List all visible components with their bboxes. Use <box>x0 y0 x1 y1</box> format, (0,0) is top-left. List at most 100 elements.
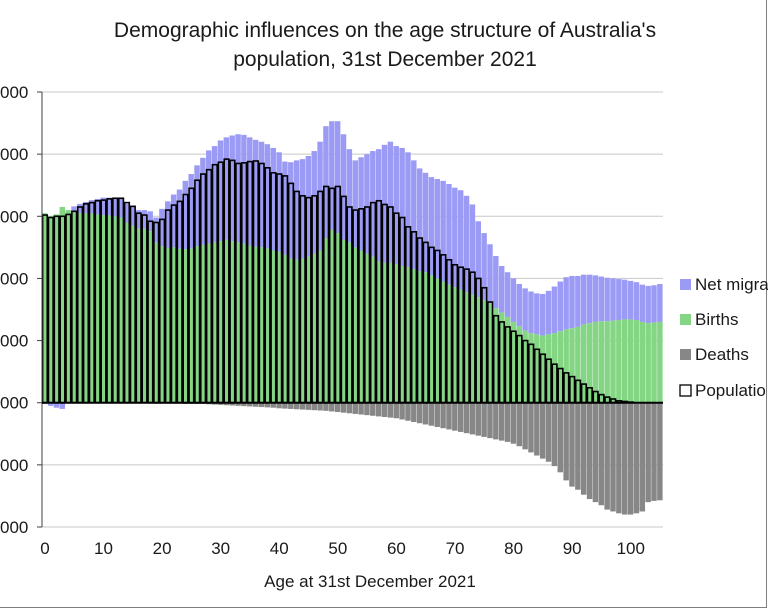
deaths-bar <box>452 402 458 431</box>
deaths-bars <box>42 402 663 515</box>
births-bar <box>229 241 235 403</box>
net-migration-bar <box>481 233 487 301</box>
net-migration-bar <box>405 152 411 268</box>
deaths-bar <box>311 402 317 411</box>
deaths-bar <box>598 402 605 506</box>
net-migration-bar <box>229 135 235 242</box>
births-bar <box>598 321 605 403</box>
legend-swatch <box>680 279 691 290</box>
births-bar <box>264 248 271 403</box>
net-migration-bar <box>176 189 183 249</box>
net-migration-bar <box>83 201 89 214</box>
net-migration-bar <box>206 150 212 244</box>
births-bar <box>475 297 481 403</box>
births-bar <box>317 250 323 403</box>
net-migration-bar <box>124 203 130 223</box>
births-bar <box>411 269 417 403</box>
deaths-bar <box>217 402 224 405</box>
deaths-bar <box>539 402 546 459</box>
net-migration-bar <box>165 201 171 248</box>
net-migration-bar <box>264 144 271 249</box>
net-migration-bar <box>235 134 241 243</box>
births-bar <box>516 326 522 403</box>
net-migration-bar <box>370 151 376 257</box>
net-migration-bar <box>211 146 218 243</box>
deaths-bar <box>639 402 646 512</box>
births-bar <box>428 275 435 403</box>
births-bar <box>71 212 77 403</box>
births-bar <box>124 222 130 403</box>
deaths-bar <box>475 402 481 436</box>
births-bar <box>340 239 347 403</box>
net-migration-bar <box>657 284 663 322</box>
net-migration-bar <box>493 256 499 309</box>
births-bar <box>346 242 353 403</box>
net-migration-bar <box>159 208 165 247</box>
births-bar <box>352 247 358 403</box>
net-migration-bar <box>422 172 429 273</box>
y-tick-label: 000 <box>0 456 28 475</box>
net-migration-bar <box>621 279 628 320</box>
births-bar <box>563 329 569 403</box>
net-migration-bar <box>59 402 66 409</box>
births-bar <box>293 259 300 403</box>
births-bar <box>498 312 505 403</box>
deaths-bar <box>364 402 370 416</box>
x-tick-label: 10 <box>94 539 113 558</box>
deaths-bar <box>241 402 247 407</box>
deaths-bar <box>387 402 394 418</box>
net-migration-bar <box>645 285 651 324</box>
deaths-bar <box>317 402 323 411</box>
births-bar <box>59 206 66 403</box>
net-migration-bar <box>182 180 189 250</box>
net-migration-bar <box>288 162 294 259</box>
births-bar <box>170 247 177 403</box>
deaths-bar <box>264 402 271 408</box>
deaths-bar <box>510 402 517 444</box>
net-migration-bar <box>334 121 341 234</box>
net-migration-bar <box>604 277 610 322</box>
deaths-bar <box>293 402 300 410</box>
x-tick-label: 30 <box>211 539 230 558</box>
births-bar <box>528 333 534 403</box>
net-migration-bar <box>323 126 329 239</box>
net-migration-bar <box>247 137 253 246</box>
deaths-bar <box>493 402 499 440</box>
net-migration-bar <box>440 180 446 282</box>
legend-swatch <box>679 384 692 397</box>
births-bar <box>481 300 487 403</box>
legend-label: Populatio <box>695 381 766 400</box>
net-migration-bar <box>528 291 534 334</box>
births-bar <box>247 245 253 403</box>
births-bar <box>276 251 282 403</box>
net-migration-bar <box>118 198 124 218</box>
net-migration-bar <box>112 197 118 217</box>
births-bar <box>118 217 124 403</box>
births-bar <box>153 242 159 403</box>
births-bar <box>569 328 575 403</box>
net-migration-bar <box>475 221 481 298</box>
net-migration-bar <box>510 278 517 322</box>
births-bar <box>42 213 48 403</box>
deaths-bar <box>627 402 634 515</box>
births-bar <box>77 213 83 403</box>
x-tick-label: 70 <box>446 539 465 558</box>
net-migration-bar <box>498 266 505 313</box>
births-bar <box>252 246 259 403</box>
births-bar <box>657 321 663 403</box>
deaths-bar <box>235 402 241 406</box>
deaths-bar <box>446 402 452 430</box>
deaths-bar <box>487 402 493 439</box>
deaths-bar <box>504 402 511 442</box>
deaths-bar <box>569 402 575 487</box>
net-migration-bar <box>434 179 440 279</box>
births-bar <box>545 334 552 403</box>
deaths-bar <box>352 402 358 414</box>
net-migration-bar <box>575 275 581 327</box>
y-tick-label: 000 <box>0 145 28 164</box>
y-tick-label: 000 <box>0 83 28 102</box>
net-migration-bar <box>317 141 323 251</box>
births-bar <box>405 267 411 403</box>
deaths-bar <box>270 402 276 408</box>
